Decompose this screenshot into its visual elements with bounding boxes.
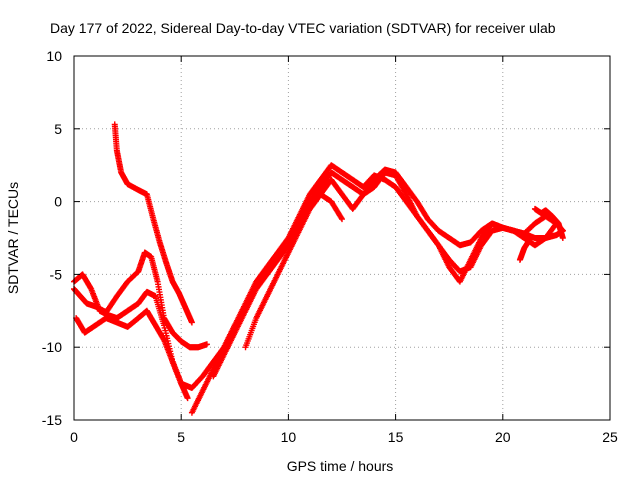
series-trace-8 <box>306 191 345 223</box>
x-tick-label: 25 <box>602 429 618 445</box>
y-tick-label: 10 <box>46 48 62 64</box>
data-point <box>527 235 534 241</box>
data-point <box>184 395 191 402</box>
y-axis: 10 5 0 -5 -10 -15 <box>42 48 610 428</box>
x-tick-label: 15 <box>388 429 404 445</box>
y-tick-label: 5 <box>54 121 62 137</box>
y-tick-label: -10 <box>42 339 62 355</box>
y-tick-label: -5 <box>50 266 63 282</box>
data-point <box>338 214 345 221</box>
x-tick-label: 5 <box>177 429 185 445</box>
series-trace-10 <box>531 205 566 241</box>
series-trace-1 <box>111 121 195 326</box>
y-axis-label: SDTVAR / TECUs <box>5 182 21 294</box>
y-tick-label: -15 <box>42 412 62 428</box>
data-point <box>188 319 195 326</box>
x-tick-label: 0 <box>70 429 78 445</box>
x-axis-label: GPS time / hours <box>287 458 394 474</box>
data-point <box>339 216 345 223</box>
grid-lines <box>74 56 610 420</box>
x-axis: 0 5 10 15 20 25 <box>70 56 618 445</box>
data-point <box>559 235 566 241</box>
data-points <box>71 121 566 416</box>
x-tick-label: 10 <box>281 429 297 445</box>
y-tick-label: 0 <box>54 194 62 210</box>
data-point <box>203 341 210 348</box>
plot-frame <box>73 55 611 421</box>
x-tick-label: 20 <box>495 429 511 445</box>
series-trace-9 <box>516 235 534 263</box>
chart-title: Day 177 of 2022, Sidereal Day-to-day VTE… <box>50 20 556 36</box>
